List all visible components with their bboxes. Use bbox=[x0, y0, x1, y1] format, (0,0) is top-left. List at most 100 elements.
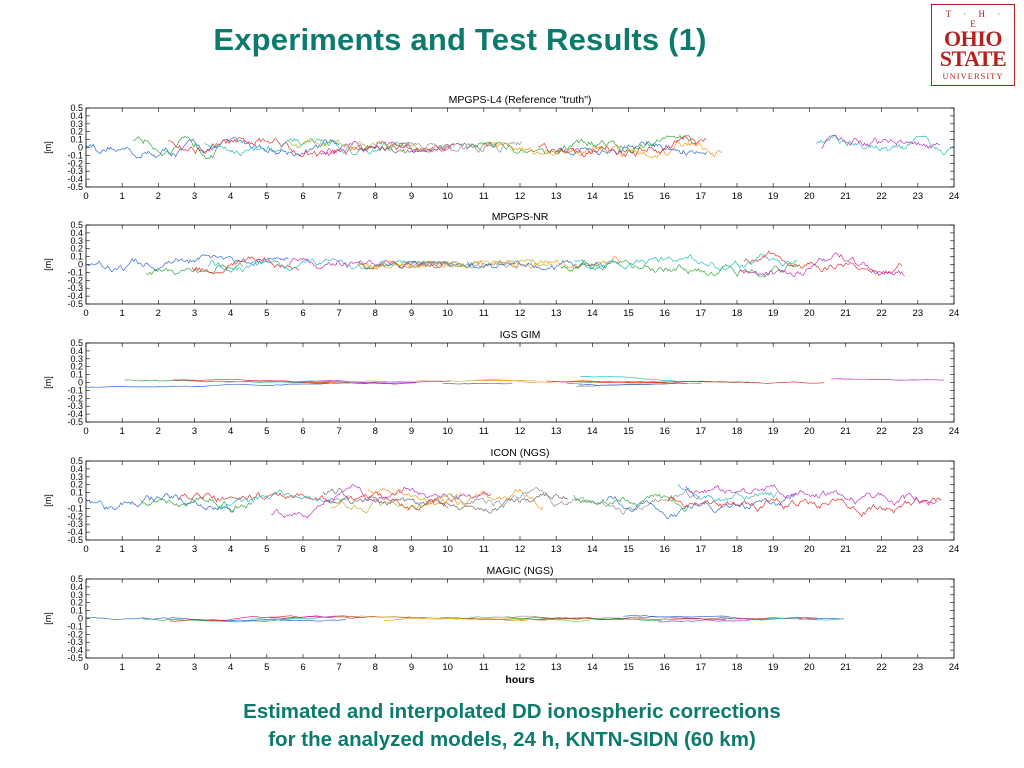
ohio-state-logo: T · H · E OHIO STATE UNIVERSITY bbox=[931, 4, 1015, 86]
x-tick-label: 18 bbox=[732, 426, 743, 437]
x-tick-label: 20 bbox=[804, 426, 815, 437]
y-tick-label: -0.2 bbox=[67, 158, 83, 168]
y-tick-label: -0.2 bbox=[67, 511, 83, 521]
series-line bbox=[323, 487, 569, 514]
series-line bbox=[622, 614, 845, 621]
y-tick-label: 0.2 bbox=[70, 244, 83, 254]
y-tick-label: -0.3 bbox=[67, 401, 83, 411]
y-tick-label: 0.2 bbox=[70, 480, 83, 490]
y-tick-label: -0.5 bbox=[67, 417, 83, 427]
x-tick-label: 21 bbox=[840, 544, 851, 555]
x-tick-label: 21 bbox=[840, 308, 851, 319]
y-tick-label: 0.2 bbox=[70, 598, 83, 608]
x-tick-label: 23 bbox=[913, 426, 924, 437]
y-tick-label: 0.5 bbox=[70, 220, 83, 230]
x-tick-label: 14 bbox=[587, 544, 598, 555]
series-line bbox=[739, 252, 905, 277]
x-tick-label: 0 bbox=[83, 308, 88, 319]
y-tick-label: 0 bbox=[78, 260, 83, 270]
x-tick-label: 16 bbox=[659, 426, 670, 437]
x-tick-label: 17 bbox=[696, 662, 707, 673]
series-line bbox=[574, 253, 798, 272]
x-tick-label: 1 bbox=[120, 191, 125, 202]
y-tick-label: 0.4 bbox=[70, 228, 83, 238]
x-tick-label: 23 bbox=[913, 191, 924, 202]
x-tick-label: 9 bbox=[409, 308, 414, 319]
series-line bbox=[685, 484, 938, 506]
series-line bbox=[467, 134, 697, 155]
chart-panel-3: IGS GIM[m]0.50.40.30.20.10-0.1-0.2-0.3-0… bbox=[43, 329, 959, 437]
x-tick-label: 3 bbox=[192, 308, 197, 319]
x-tick-label: 22 bbox=[876, 662, 887, 673]
x-tick-label: 5 bbox=[264, 662, 269, 673]
x-tick-label: 16 bbox=[659, 308, 670, 319]
x-tick-label: 14 bbox=[587, 426, 598, 437]
series-line bbox=[86, 616, 347, 622]
y-tick-label: 0.1 bbox=[70, 606, 83, 616]
series-line bbox=[140, 497, 252, 513]
x-tick-label: 2 bbox=[156, 308, 161, 319]
y-tick-label: 0.5 bbox=[70, 103, 83, 113]
chart-panel-1: MPGPS-L4 (Reference "truth") [m] 0.50.40.3… bbox=[43, 94, 959, 202]
x-tick-label: 15 bbox=[623, 426, 634, 437]
series-line bbox=[606, 492, 797, 519]
x-tick-label: 9 bbox=[409, 662, 414, 673]
x-tick-label: 22 bbox=[876, 426, 887, 437]
x-tick-label: 20 bbox=[804, 308, 815, 319]
y-tick-label: -0.1 bbox=[67, 150, 83, 160]
y-tick-label: -0.4 bbox=[67, 527, 83, 537]
y-tick-label: 0.1 bbox=[70, 370, 83, 380]
x-tick-label: 18 bbox=[732, 544, 743, 555]
x-tick-label: 18 bbox=[732, 308, 743, 319]
series-line bbox=[580, 376, 676, 382]
x-tick-label: 6 bbox=[300, 426, 305, 437]
series-line bbox=[366, 258, 554, 270]
y-tick-label: -0.4 bbox=[67, 645, 83, 655]
x-tick-label: 20 bbox=[804, 191, 815, 202]
x-tick-label: 13 bbox=[551, 662, 562, 673]
y-tick-label: 0 bbox=[78, 496, 83, 506]
series-line bbox=[578, 382, 687, 386]
x-tick-label: 7 bbox=[337, 308, 342, 319]
x-tick-label: 2 bbox=[156, 426, 161, 437]
logo-state: STATE bbox=[939, 46, 1007, 71]
logo-ohio: OHIO bbox=[944, 26, 1002, 51]
y-tick-label: 0.1 bbox=[70, 135, 83, 145]
x-tick-label: 8 bbox=[373, 308, 378, 319]
x-tick-label: 9 bbox=[409, 191, 414, 202]
x-tick-label: 14 bbox=[587, 308, 598, 319]
x-tick-label: 19 bbox=[768, 544, 779, 555]
y-tick-label: -0.1 bbox=[67, 621, 83, 631]
series-line bbox=[408, 259, 519, 269]
x-tick-label: 13 bbox=[551, 544, 562, 555]
x-tick-label: 2 bbox=[156, 191, 161, 202]
chart-title: MPGPS-L4 (Reference "truth") bbox=[449, 94, 592, 106]
x-tick-label: 11 bbox=[479, 662, 489, 673]
caption-line-1: Estimated and interpolated DD ionospheri… bbox=[243, 700, 781, 723]
series-line bbox=[546, 380, 825, 384]
y-axis-label: [m] bbox=[43, 376, 53, 389]
series-line bbox=[390, 141, 523, 154]
y-axis-label: [m] bbox=[43, 258, 53, 271]
y-tick-label: -0.4 bbox=[67, 291, 83, 301]
y-tick-label: 0.3 bbox=[70, 354, 83, 364]
x-tick-label: 16 bbox=[659, 544, 670, 555]
x-tick-label: 20 bbox=[804, 544, 815, 555]
series-line bbox=[216, 489, 349, 510]
x-tick-label: 19 bbox=[768, 662, 779, 673]
caption-line-2: for the analyzed models, 24 h, KNTN-SIDN… bbox=[268, 728, 756, 751]
x-tick-label: 19 bbox=[768, 308, 779, 319]
x-tick-label: 5 bbox=[264, 191, 269, 202]
y-tick-label: 0.1 bbox=[70, 488, 83, 498]
y-tick-label: 0.2 bbox=[70, 362, 83, 372]
y-tick-label: 0 bbox=[78, 614, 83, 624]
chart-panel-5: MAGIC (NGS)[m]0.50.40.30.20.10-0.1-0.2-0… bbox=[43, 565, 959, 686]
figure-caption: Estimated and interpolated DD ionospheri… bbox=[150, 698, 874, 754]
x-tick-label: 15 bbox=[623, 308, 634, 319]
series-line bbox=[816, 134, 954, 156]
x-tick-label: 4 bbox=[228, 308, 233, 319]
y-tick-label: 0.1 bbox=[70, 252, 83, 262]
series-line bbox=[86, 493, 234, 513]
x-tick-label: 17 bbox=[696, 544, 707, 555]
series-line bbox=[449, 487, 701, 515]
